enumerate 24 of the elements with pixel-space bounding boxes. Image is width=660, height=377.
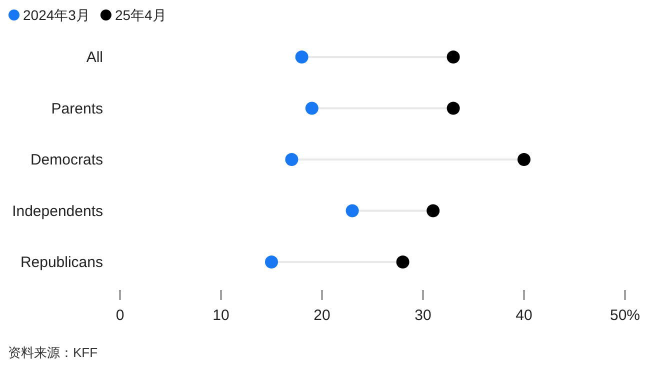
x-tick-label: 30	[414, 307, 432, 324]
point	[446, 102, 460, 115]
text: 资料来源：KFF	[8, 345, 98, 360]
point	[518, 153, 530, 166]
x-tick-label: 40	[516, 307, 532, 324]
y-tick-label: All	[86, 49, 103, 66]
point	[396, 256, 410, 268]
point	[295, 50, 308, 64]
x-tick-label: 50%	[610, 307, 640, 324]
point	[265, 256, 278, 268]
point	[285, 153, 298, 166]
point	[346, 204, 359, 218]
y-tick-label: Democrats	[30, 152, 103, 168]
y-tick-label: Independents	[12, 202, 103, 220]
point	[305, 102, 318, 115]
x-tick-label: 10	[212, 307, 230, 324]
x-tick-label: 0	[116, 307, 124, 324]
x-tick-label: 20	[314, 307, 330, 324]
legend-label: 2024年3月	[23, 7, 90, 23]
y-tick-label: Parents	[51, 100, 103, 118]
legend-label: 25年4月	[114, 7, 166, 23]
point	[426, 204, 440, 218]
point	[446, 50, 460, 64]
y-tick-label: Republicans	[20, 254, 103, 271]
